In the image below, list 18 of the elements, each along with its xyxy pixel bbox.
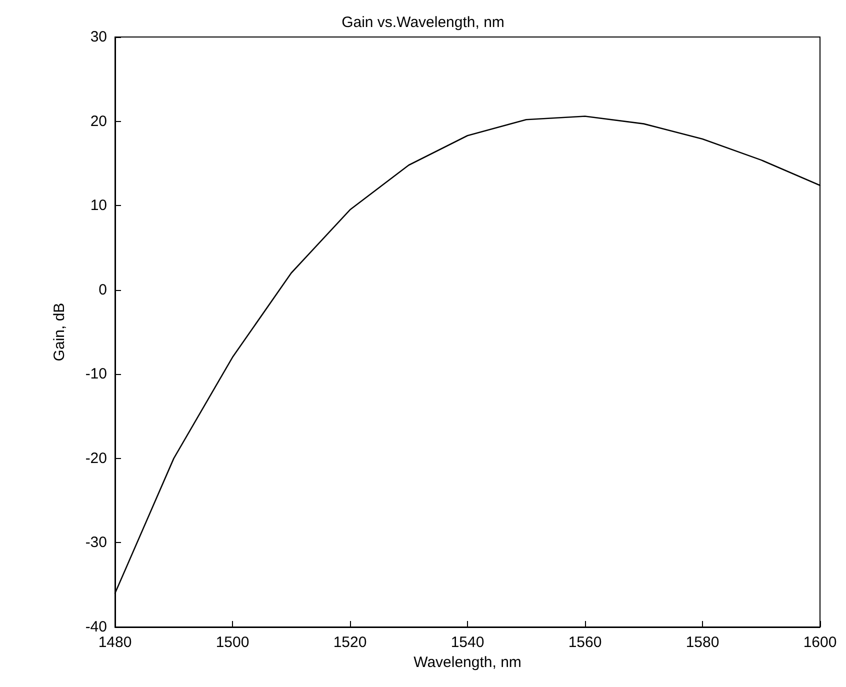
- chart-title: Gain vs.Wavelength, nm: [342, 14, 504, 31]
- y-tick-label: -40: [85, 618, 107, 636]
- y-tick-label: -30: [85, 534, 107, 552]
- x-tick-label: 1500: [216, 634, 250, 651]
- x-tick-label: 1580: [686, 634, 720, 651]
- x-tick-label: 1560: [568, 634, 602, 651]
- x-axis-title: Wavelength, nm: [414, 654, 522, 671]
- y-tick-label: 10: [90, 197, 107, 214]
- x-tick-label: 1520: [333, 634, 367, 651]
- y-tick-label: -20: [85, 450, 107, 467]
- y-axis-title: Gain, dB: [51, 302, 68, 362]
- y-tick-label: 30: [90, 28, 107, 46]
- y-tick-label: 0: [98, 281, 107, 298]
- y-tick-label: 20: [90, 112, 107, 130]
- x-tick-label: 1480: [98, 634, 132, 651]
- x-tick-label: 1600: [803, 634, 837, 651]
- x-tick-label: 1540: [450, 634, 484, 651]
- y-tick-label: -10: [85, 366, 107, 383]
